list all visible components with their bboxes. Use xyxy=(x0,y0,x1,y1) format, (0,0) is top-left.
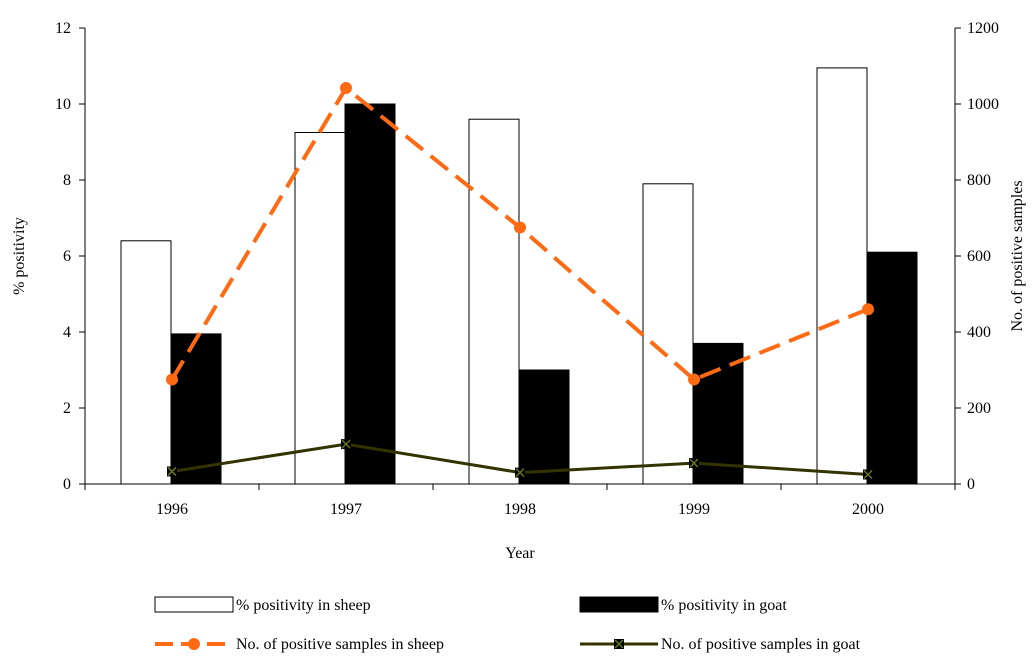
point-no-of-positive-samples-in-sheep-1999 xyxy=(688,373,700,386)
x-tick-label: 2000 xyxy=(852,501,884,518)
y2-tick-label: 1000 xyxy=(967,96,999,113)
point-no-of-positive-samples-in-goat-1997 xyxy=(341,439,351,450)
y-tick-label: 12 xyxy=(55,20,71,37)
bar-pct-positivity-in-goat-1998 xyxy=(518,369,570,485)
point-no-of-positive-samples-in-goat-2000 xyxy=(863,469,873,480)
x-tick-label: 1999 xyxy=(678,501,710,518)
legend-swatch-pct-positivity-in-sheep xyxy=(154,596,234,613)
y-tick-label: 0 xyxy=(63,476,71,493)
point-no-of-positive-samples-in-goat-1999 xyxy=(689,458,699,469)
y-axis-title: % positivity xyxy=(11,217,28,295)
ticks-layer: 0 2 4 6 8 10 12 0 200 400 600 800 1000 1200 1996 1997 19… xyxy=(55,20,999,518)
bar-pct-positivity-in-sheep-1998 xyxy=(468,118,520,485)
y-tick-label: 8 xyxy=(63,172,71,189)
y2-tick-label: 1200 xyxy=(967,20,999,37)
y2-axis-title: No. of positive samples xyxy=(1009,180,1026,331)
legend-label-pct-positivity-in-goat: % positivity in goat xyxy=(661,597,787,614)
y2-tick-label: 800 xyxy=(967,172,991,189)
bar-pct-positivity-in-sheep-2000 xyxy=(816,67,868,485)
point-no-of-positive-samples-in-goat-1996 xyxy=(167,466,177,477)
bar-pct-positivity-in-goat-1996 xyxy=(170,333,222,485)
lines-layer xyxy=(166,82,874,480)
legend-marker-no-of-positive-samples-in-sheep xyxy=(188,638,200,650)
point-no-of-positive-samples-in-sheep-1998 xyxy=(514,221,526,234)
y-tick-label: 4 xyxy=(63,324,71,341)
bar-pct-positivity-in-goat-1999 xyxy=(692,342,744,485)
legend-marker-no-of-positive-samples-in-goat xyxy=(614,639,624,649)
y2-tick-label: 600 xyxy=(967,248,991,265)
x-tick-label: 1996 xyxy=(156,501,188,518)
point-no-of-positive-samples-in-goat-1998 xyxy=(515,467,525,478)
y-tick-label: 10 xyxy=(55,96,71,113)
bar-pct-positivity-in-goat-1997 xyxy=(344,103,396,485)
legend-label-no-of-positive-samples-in-sheep: No. of positive samples in sheep xyxy=(236,636,444,653)
y-tick-label: 6 xyxy=(63,248,71,265)
bar-pct-positivity-in-sheep-1996 xyxy=(120,240,172,485)
legend-label-no-of-positive-samples-in-goat: No. of positive samples in goat xyxy=(661,636,861,653)
line-no-of-positive-samples-in-sheep xyxy=(170,85,869,382)
bar-pct-positivity-in-goat-2000 xyxy=(866,251,918,485)
legend-label-pct-positivity-in-sheep: % positivity in sheep xyxy=(236,597,371,614)
legend: % positivity in sheep % positivity in goa… xyxy=(154,596,861,653)
y2-tick-label: 200 xyxy=(967,400,991,417)
bar-pct-positivity-in-sheep-1997 xyxy=(294,132,346,485)
x-tick-label: 1997 xyxy=(330,501,362,518)
y-tick-label: 2 xyxy=(63,400,71,417)
point-no-of-positive-samples-in-sheep-1997 xyxy=(340,82,352,95)
x-axis-title: Year xyxy=(505,545,535,562)
legend-swatch-pct-positivity-in-goat xyxy=(579,596,659,613)
y2-tick-label: 0 xyxy=(967,476,975,493)
x-tick-label: 1998 xyxy=(504,501,536,518)
point-no-of-positive-samples-in-sheep-2000 xyxy=(862,303,874,316)
bars-layer xyxy=(120,67,918,485)
point-no-of-positive-samples-in-sheep-1996 xyxy=(166,373,178,386)
y2-tick-label: 400 xyxy=(967,324,991,341)
bar-pct-positivity-in-sheep-1999 xyxy=(642,183,694,485)
